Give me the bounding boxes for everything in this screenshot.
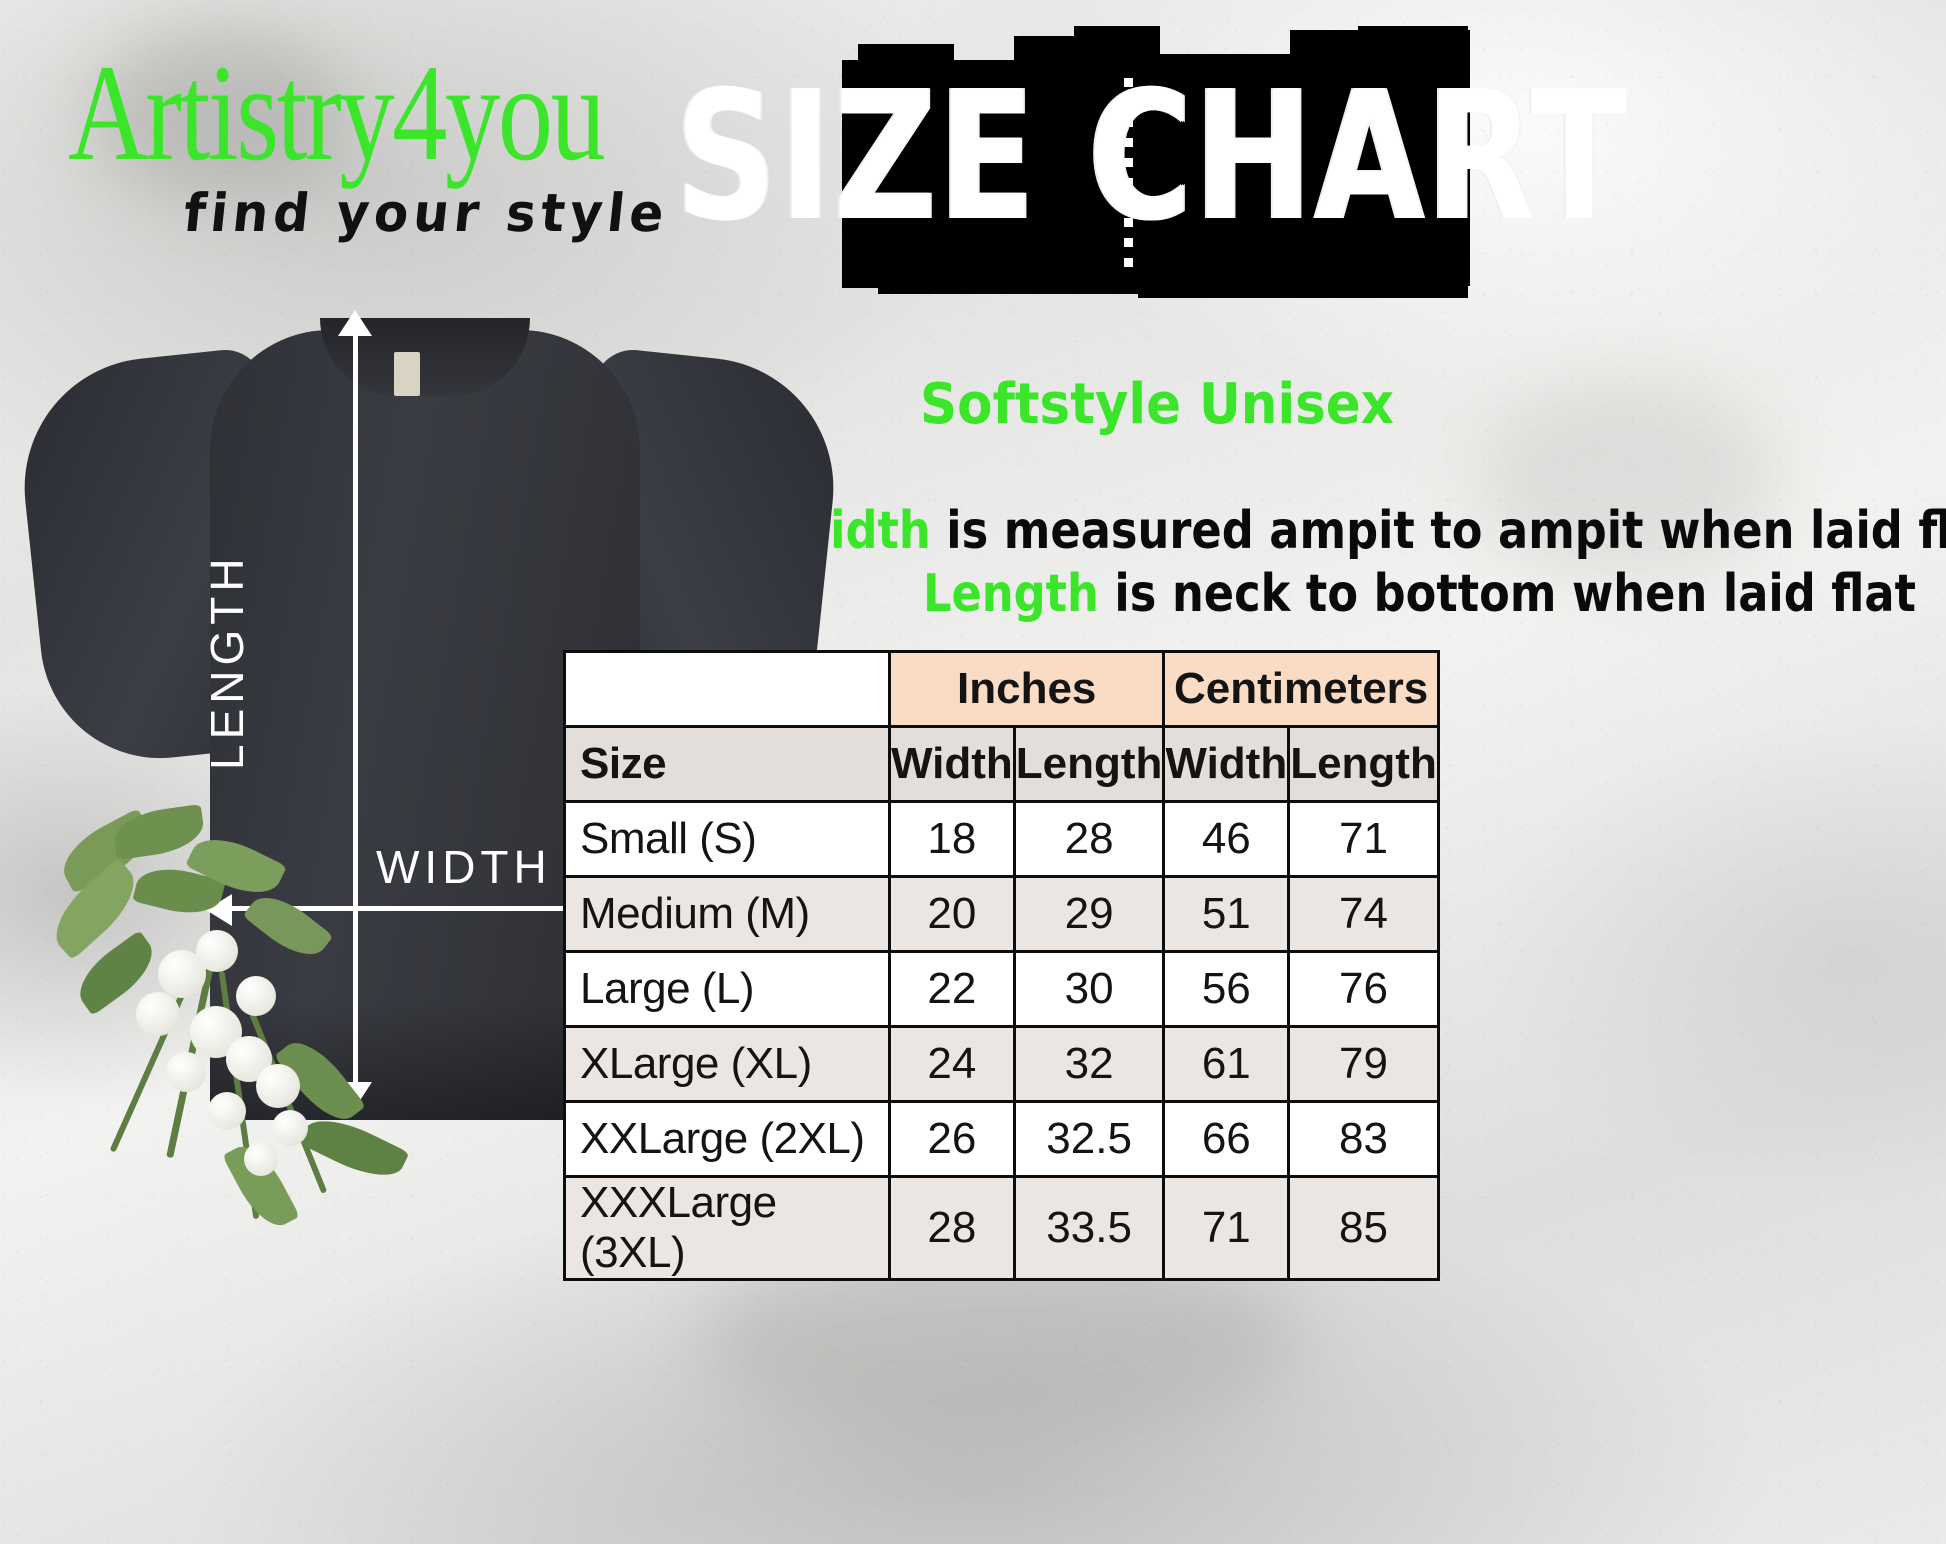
cell-cm-width: 56 <box>1162 950 1291 1028</box>
size-chart-title-block: SIZE CHART <box>675 26 1627 298</box>
grunge-block <box>1290 30 1470 286</box>
brand-logo: Artistry4you <box>68 36 606 189</box>
cell-cm-length: 74 <box>1287 875 1440 953</box>
table-unit-centimeters: Centimeters <box>1162 650 1440 728</box>
table-row: Medium (M) 20 29 51 74 <box>563 875 1440 953</box>
cell-in-length: 29 <box>1012 875 1166 953</box>
grunge-block <box>1138 274 1468 298</box>
grunge-block <box>1074 26 1160 54</box>
brand-block: Artistry4you find your style <box>68 36 828 244</box>
cell-in-width: 20 <box>888 875 1016 953</box>
measuring-instructions: Width is measured ampit to ampit when la… <box>596 500 1946 627</box>
grunge-block <box>858 44 954 74</box>
cell-in-width: 24 <box>888 1025 1016 1103</box>
cell-cm-length: 76 <box>1287 950 1440 1028</box>
cell-cm-length: 83 <box>1287 1100 1440 1178</box>
table-row: Large (L) 22 30 56 76 <box>563 950 1440 1028</box>
table-corner-blank <box>563 650 891 728</box>
instruction-line-length: Length is neck to bottom when laid flat <box>781 563 1916 626</box>
cell-size: Medium (M) <box>563 875 891 953</box>
cell-size: Large (L) <box>563 950 891 1028</box>
cell-cm-width: 51 <box>1162 875 1291 953</box>
cell-in-width: 28 <box>888 1175 1016 1281</box>
cell-size: XXLarge (2XL) <box>563 1100 891 1178</box>
cell-in-length: 33.5 <box>1012 1175 1166 1281</box>
cell-cm-width: 46 <box>1162 800 1291 878</box>
arrow-up-icon <box>338 310 372 336</box>
instruction-keyword-length: Length <box>922 564 1099 625</box>
cell-cm-width: 61 <box>1162 1025 1291 1103</box>
length-axis-label: LENGTH <box>201 553 253 770</box>
grunge-block <box>1358 26 1468 52</box>
col-header-inches-width: Width <box>888 725 1016 803</box>
cell-cm-width: 71 <box>1162 1175 1291 1281</box>
instruction-line-width: Width is measured ampit to ampit when la… <box>781 500 1946 563</box>
cell-size: XLarge (XL) <box>563 1025 891 1103</box>
col-header-size: Size <box>563 725 891 803</box>
tshirt-neck-tag <box>394 352 420 396</box>
table-row: Small (S) 18 28 46 71 <box>563 800 1440 878</box>
cell-in-length: 28 <box>1012 800 1166 878</box>
table-row: XLarge (XL) 24 32 61 79 <box>563 1025 1440 1103</box>
size-chart-title-text: SIZE CHART <box>674 53 1630 261</box>
cell-size: Small (S) <box>563 800 891 878</box>
instruction-text-length: is neck to bottom when laid flat <box>1098 564 1916 625</box>
cell-cm-length: 85 <box>1287 1175 1440 1281</box>
grunge-block <box>842 60 1032 288</box>
size-chart-subtitle: Softstyle Unisex <box>920 372 1394 437</box>
grunge-block <box>1130 54 1306 288</box>
cell-in-width: 18 <box>888 800 1016 878</box>
size-table: Inches Centimeters Size Width Length Wid… <box>563 650 1440 1281</box>
instruction-text-width: is measured ampit to ampit when laid fla… <box>930 501 1946 561</box>
col-header-inches-length: Length <box>1012 725 1166 803</box>
table-row: XXLarge (2XL) 26 32.5 66 83 <box>563 1100 1440 1178</box>
table-column-header-row: Size Width Length Width Length <box>563 725 1440 803</box>
cell-cm-width: 66 <box>1162 1100 1291 1178</box>
cell-in-length: 32.5 <box>1012 1100 1166 1178</box>
width-measure-line <box>220 906 620 911</box>
cell-cm-length: 79 <box>1287 1025 1440 1103</box>
cell-in-width: 26 <box>888 1100 1016 1178</box>
table-unit-inches: Inches <box>887 650 1166 728</box>
grunge-dotted-divider <box>1124 78 1133 278</box>
cell-in-length: 32 <box>1012 1025 1166 1103</box>
table-row: XXXLarge (3XL) 28 33.5 71 85 <box>563 1175 1440 1281</box>
cell-cm-length: 71 <box>1287 800 1440 878</box>
cell-size: XXXLarge (3XL) <box>563 1175 891 1281</box>
width-axis-label: WIDTH <box>376 841 552 893</box>
cell-in-width: 22 <box>888 950 1016 1028</box>
flower-decoration <box>40 803 460 1270</box>
cell-in-length: 30 <box>1012 950 1166 1028</box>
col-header-cm-width: Width <box>1162 725 1291 803</box>
col-header-cm-length: Length <box>1287 725 1440 803</box>
length-measure-line <box>353 318 358 1088</box>
table-unit-header-row: Inches Centimeters <box>563 650 1440 728</box>
